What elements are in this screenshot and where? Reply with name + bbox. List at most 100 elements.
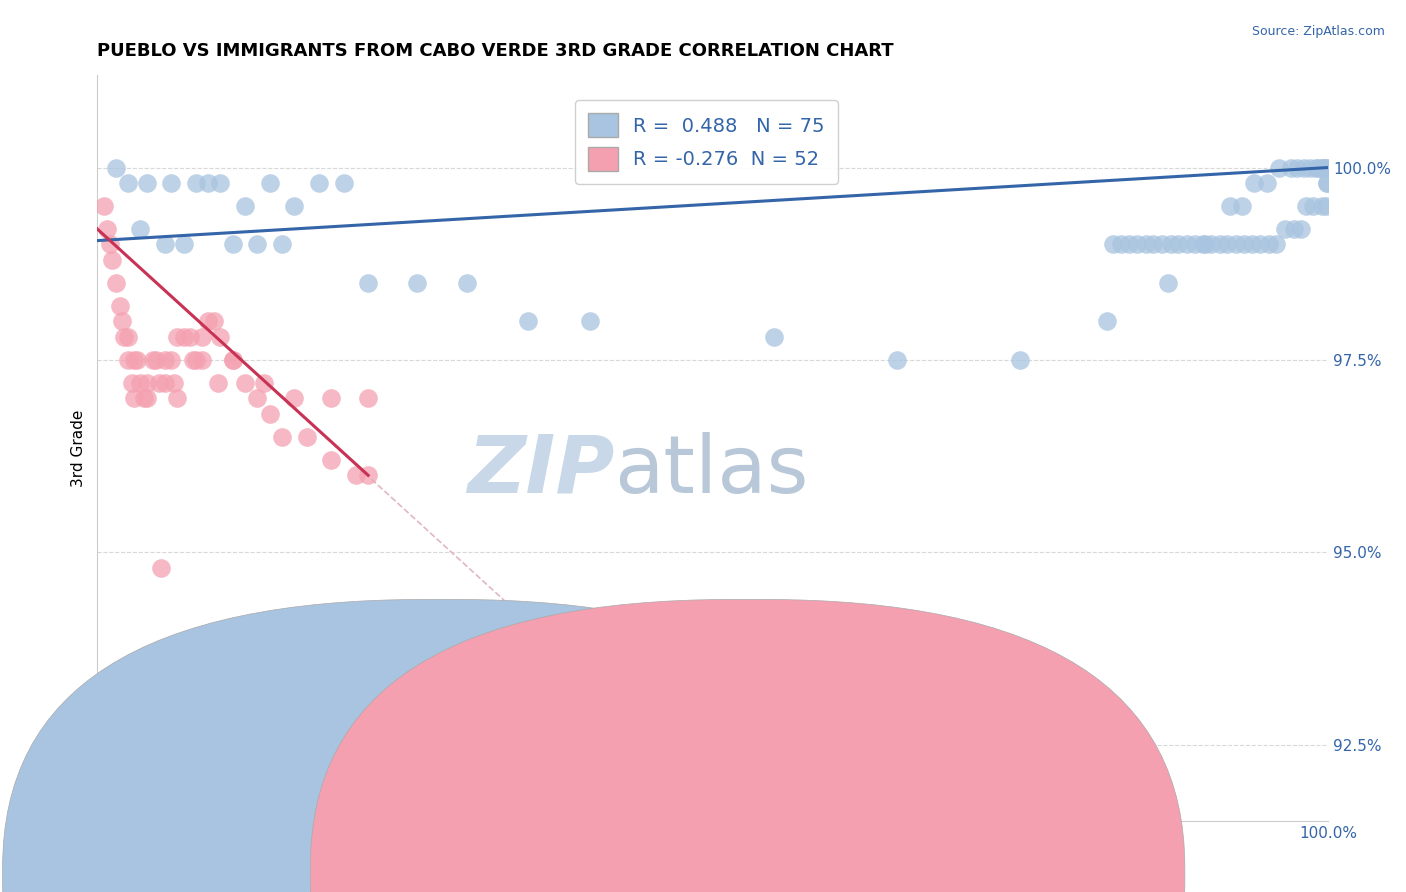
Point	[357, 392, 380, 406]
Point	[183, 352, 205, 367]
Point	[1209, 237, 1232, 252]
Point	[1282, 222, 1305, 236]
Point	[209, 330, 232, 344]
Point	[117, 330, 139, 344]
Point	[112, 330, 135, 344]
Point	[1160, 237, 1182, 252]
Point	[191, 330, 214, 344]
Point	[233, 376, 256, 390]
Point	[173, 330, 195, 344]
Point	[184, 176, 207, 190]
Point	[197, 314, 219, 328]
Point	[886, 352, 908, 367]
Point	[1184, 237, 1206, 252]
Point	[1191, 237, 1213, 252]
Point	[153, 352, 176, 367]
Point	[308, 176, 330, 190]
Point	[1258, 237, 1281, 252]
Point	[160, 352, 183, 367]
Point	[1316, 176, 1339, 190]
Text: PUEBLO VS IMMIGRANTS FROM CABO VERDE 3RD GRADE CORRELATION CHART: PUEBLO VS IMMIGRANTS FROM CABO VERDE 3RD…	[97, 42, 894, 60]
Point	[135, 376, 157, 390]
Point	[121, 376, 143, 390]
Point	[1142, 237, 1164, 252]
Point	[517, 314, 540, 328]
Point	[222, 237, 245, 252]
Point	[1286, 161, 1309, 175]
Point	[166, 330, 188, 344]
Point	[150, 560, 173, 574]
Point	[1101, 237, 1123, 252]
Point	[406, 276, 429, 290]
Point	[1240, 237, 1263, 252]
Point	[357, 468, 380, 483]
Point	[1199, 237, 1222, 252]
Point	[98, 237, 121, 252]
Point	[259, 407, 281, 421]
Point	[1265, 237, 1288, 252]
Point	[332, 176, 354, 190]
Point	[222, 352, 245, 367]
Point	[1010, 352, 1032, 367]
Text: Source: ZipAtlas.com: Source: ZipAtlas.com	[1251, 25, 1385, 38]
Point	[108, 299, 131, 313]
Point	[163, 376, 186, 390]
Point	[1216, 237, 1239, 252]
Point	[271, 237, 294, 252]
Point	[117, 352, 139, 367]
Point	[763, 330, 786, 344]
Point	[1167, 237, 1189, 252]
Point	[197, 176, 219, 190]
Legend: R =  0.488   N = 75, R = -0.276  N = 52: R = 0.488 N = 75, R = -0.276 N = 52	[575, 100, 838, 185]
Point	[344, 468, 367, 483]
Point	[166, 392, 188, 406]
Point	[207, 376, 229, 390]
Point	[1118, 237, 1140, 252]
Point	[135, 392, 157, 406]
Point	[1310, 199, 1333, 213]
Point	[1295, 199, 1317, 213]
Point	[1126, 237, 1149, 252]
Point	[1233, 237, 1256, 252]
Text: atlas: atlas	[614, 432, 808, 509]
Point	[271, 430, 294, 444]
Point	[1194, 237, 1216, 252]
Point	[191, 352, 214, 367]
Point	[1157, 276, 1180, 290]
Point	[142, 352, 165, 367]
Point	[1315, 199, 1337, 213]
Point	[1279, 161, 1302, 175]
Point	[321, 392, 343, 406]
Point	[104, 276, 127, 290]
Point	[202, 314, 225, 328]
Point	[1289, 222, 1312, 236]
Point	[1313, 161, 1336, 175]
Point	[134, 392, 156, 406]
Point	[160, 176, 183, 190]
Point	[129, 222, 152, 236]
Point	[1310, 161, 1333, 175]
Point	[283, 392, 305, 406]
Point	[246, 392, 269, 406]
Point	[1298, 161, 1320, 175]
Text: Pueblo: Pueblo	[467, 869, 517, 883]
Point	[117, 176, 139, 190]
Point	[145, 352, 167, 367]
Point	[209, 176, 232, 190]
Point	[321, 453, 343, 467]
Point	[184, 352, 207, 367]
Point	[129, 376, 152, 390]
Point	[578, 314, 600, 328]
Point	[456, 276, 478, 290]
Point	[135, 176, 157, 190]
Point	[233, 199, 256, 213]
Point	[179, 330, 201, 344]
Point	[1312, 161, 1334, 175]
Point	[1243, 176, 1265, 190]
Point	[1305, 161, 1327, 175]
Point	[1256, 176, 1278, 190]
Text: ZIP: ZIP	[467, 432, 614, 509]
Point	[125, 352, 148, 367]
Point	[246, 237, 269, 252]
Point	[1315, 161, 1337, 175]
